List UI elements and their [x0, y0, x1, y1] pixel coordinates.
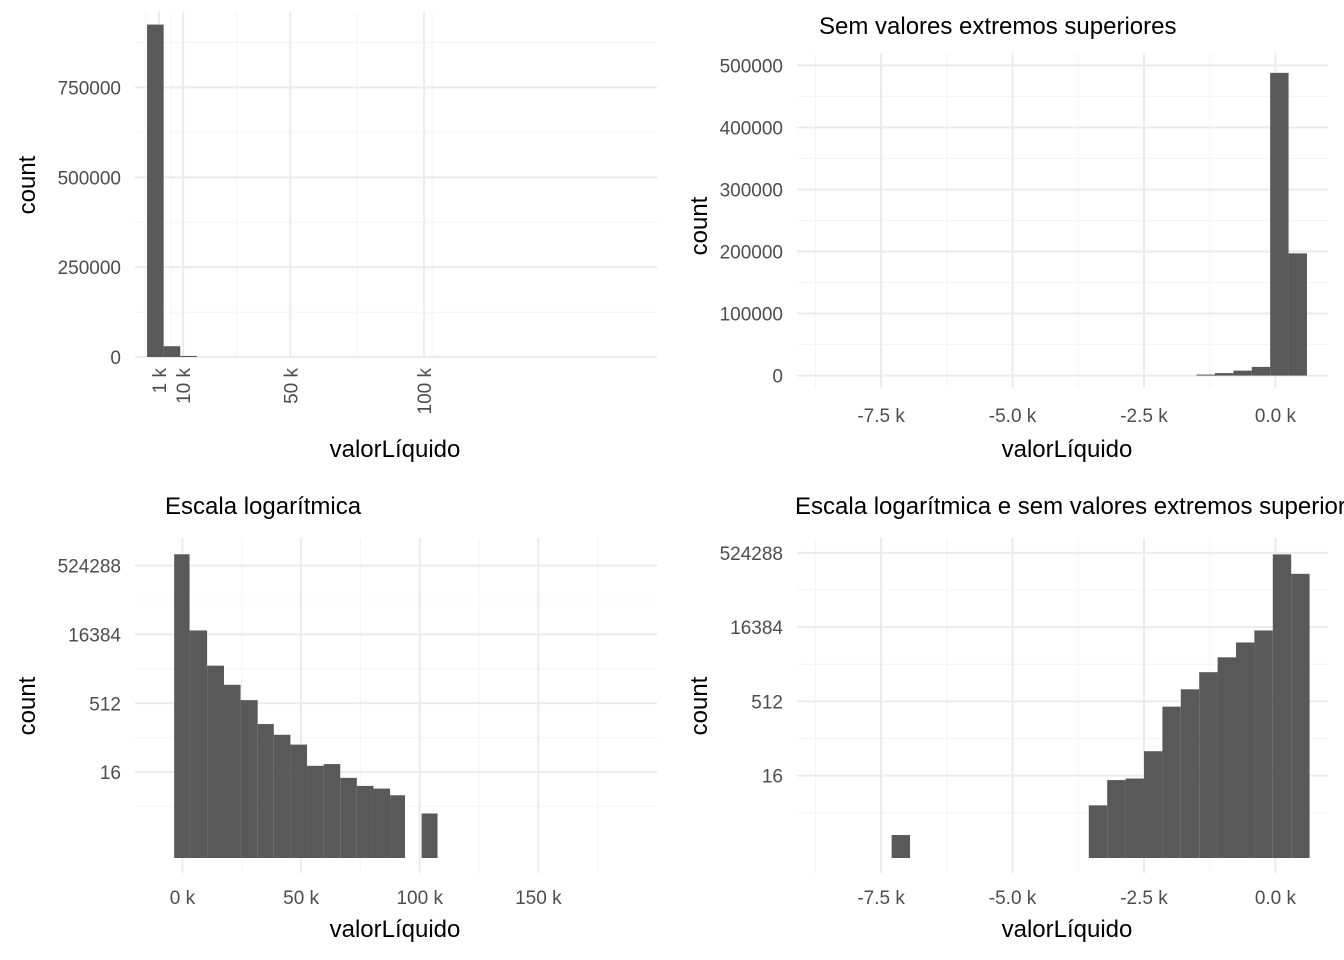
histogram-bar	[421, 813, 438, 858]
y-tick-label: 250000	[58, 258, 121, 279]
y-tick-label: 512	[89, 694, 121, 715]
histogram-bar	[163, 346, 181, 357]
y-tick-label: 524288	[58, 557, 121, 578]
x-tick-label: -2.5 k	[1120, 888, 1168, 909]
y-tick-label: 300000	[720, 180, 783, 201]
histogram-bar	[189, 630, 208, 858]
y-tick-label: 524288	[720, 544, 783, 565]
y-axis-title: count	[14, 676, 41, 735]
histogram-bar	[147, 24, 164, 357]
histogram-bar	[1235, 642, 1255, 858]
panel-title: Escala logarítmica e sem valores extremo…	[795, 493, 1344, 520]
y-tick-label: 16384	[68, 625, 121, 646]
histogram-bar	[1291, 573, 1310, 858]
histogram-bar	[373, 788, 391, 858]
panel-title: Sem valores extremos superiores	[819, 13, 1176, 40]
x-tick-label: 100 k	[396, 888, 443, 909]
histogram-bar	[340, 777, 357, 858]
x-axis-title: valorLíquido	[1002, 916, 1133, 943]
histogram-bar	[891, 835, 911, 858]
x-axis-title: valorLíquido	[330, 436, 461, 463]
histogram-bar	[1270, 72, 1289, 376]
x-tick-label: 50 k	[283, 888, 319, 909]
histogram-bar	[1199, 672, 1218, 858]
x-tick-label: 0.0 k	[1255, 406, 1297, 427]
y-tick-label: 200000	[720, 243, 783, 264]
histogram-bar	[323, 764, 341, 858]
histogram-bar	[240, 700, 258, 858]
histogram-bar	[1107, 780, 1126, 858]
chart-panel-2: 0 100000 200000 300000 400000 500000 -7.5 k -5.…	[686, 13, 1328, 463]
histogram-bar	[1180, 689, 1200, 858]
histogram-bar	[174, 554, 190, 858]
histogram-bar	[1254, 630, 1273, 858]
histogram-bar	[1233, 370, 1252, 376]
y-tick-label: 750000	[58, 78, 121, 99]
histogram-bar	[180, 355, 197, 357]
histogram-bar	[273, 734, 291, 858]
histogram-bar	[223, 684, 241, 858]
histogram-bar	[1196, 374, 1215, 376]
x-tick-label: -5.0 k	[989, 406, 1037, 427]
x-axis-title: valorLíquido	[1002, 436, 1133, 463]
histogram-bar	[207, 665, 224, 858]
y-tick-label: 500000	[58, 168, 121, 189]
x-tick-label: -7.5 k	[857, 888, 905, 909]
x-tick-label: -2.5 k	[1120, 406, 1168, 427]
histogram-bar	[1088, 805, 1108, 858]
y-tick-label: 0	[110, 348, 121, 369]
chart-panel-1: 0 250000 500000 750000 1 k 10 k 50 k 100 k valor…	[14, 12, 657, 463]
x-tick-label: 0 k	[170, 888, 196, 909]
x-tick-label: -7.5 k	[857, 406, 905, 427]
y-tick-label: 16	[100, 763, 121, 784]
histogram-bar	[1162, 706, 1181, 858]
histogram-bar	[390, 795, 406, 858]
histogram-bar	[356, 785, 374, 858]
chart-panel-4: 16 512 16384 524288 -7.5 k -5.0 k -2.5 k 0.0 k v…	[686, 493, 1344, 943]
y-tick-label: 0	[772, 367, 783, 388]
histogram-bar	[257, 724, 274, 858]
y-tick-label: 16	[762, 767, 783, 788]
panel-title: Escala logarítmica	[165, 493, 362, 520]
x-tick-label: 10 k	[174, 368, 195, 404]
y-tick-label: 100000	[720, 305, 783, 326]
y-axis-title: count	[686, 196, 713, 255]
histogram-bar	[1288, 253, 1307, 376]
histogram-bar	[290, 744, 308, 858]
y-tick-label: 512	[751, 692, 783, 713]
x-tick-label: 0.0 k	[1255, 888, 1297, 909]
histogram-bar	[1143, 751, 1163, 858]
x-tick-label: -5.0 k	[989, 888, 1037, 909]
y-axis-title: count	[14, 155, 41, 214]
x-tick-label: 100 k	[415, 368, 436, 415]
histogram-bar	[307, 765, 324, 858]
x-tick-label: 1 k	[150, 368, 171, 394]
histogram-bar	[1217, 657, 1236, 858]
histogram-bar	[1272, 554, 1292, 858]
x-tick-label: 150 k	[515, 888, 562, 909]
y-tick-label: 500000	[720, 56, 783, 77]
x-tick-label: 50 k	[281, 368, 302, 404]
y-tick-label: 400000	[720, 118, 783, 139]
chart-panel-3: 16 512 16384 524288 0 k 50 k 100 k 150 k valorLí…	[14, 493, 657, 943]
histogram-bar	[1214, 373, 1234, 376]
histogram-bar	[1251, 366, 1271, 376]
y-tick-label: 16384	[730, 618, 783, 639]
x-axis-title: valorLíquido	[330, 916, 461, 943]
y-axis-title: count	[686, 676, 713, 735]
histogram-bar	[1125, 778, 1144, 858]
